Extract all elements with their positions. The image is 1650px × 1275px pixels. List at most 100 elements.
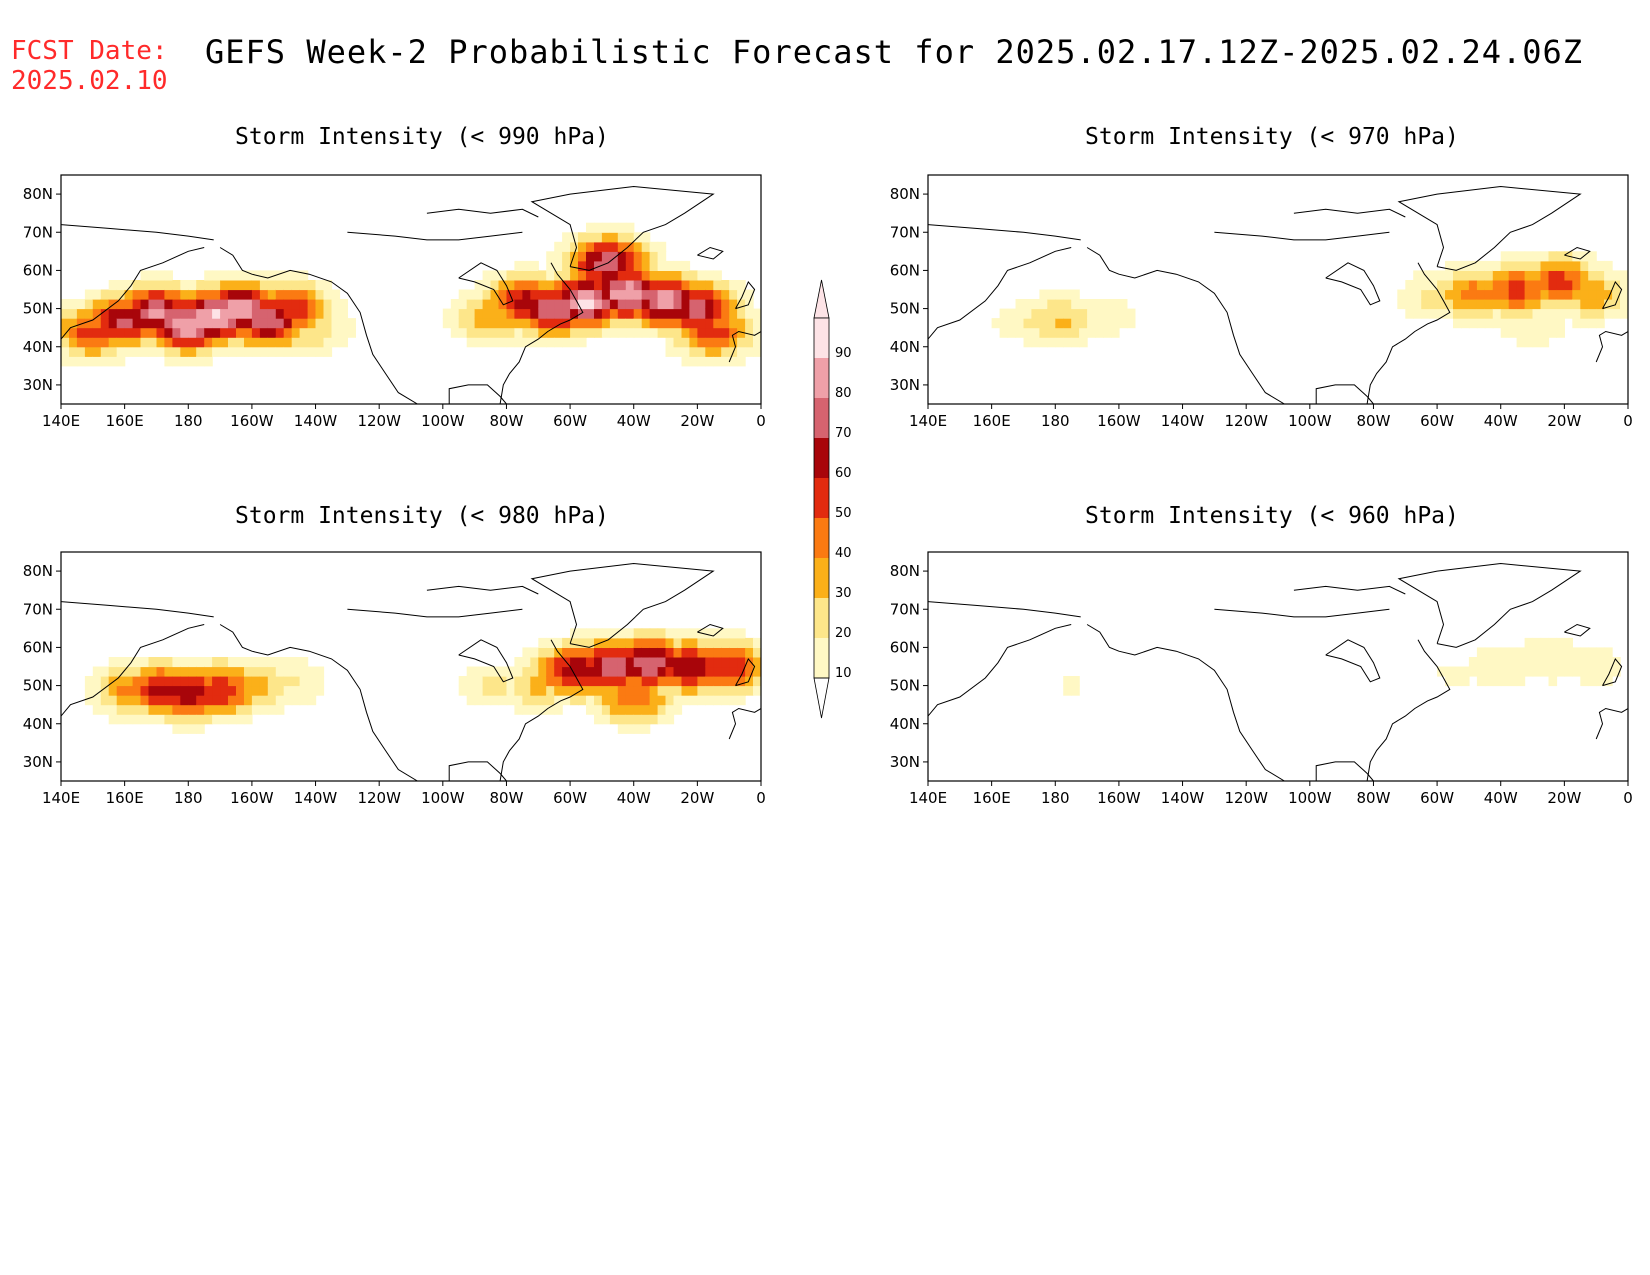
prob-cell — [586, 647, 595, 658]
probability-field — [928, 185, 1628, 404]
prob-cell — [641, 676, 651, 687]
prob-cell — [657, 289, 667, 300]
prob-cell — [1484, 308, 1494, 319]
prob-cell — [713, 637, 722, 648]
prob-cell — [617, 704, 627, 715]
prob-cell — [148, 704, 158, 715]
prob-cell — [251, 685, 261, 696]
prob-cell — [1023, 337, 1033, 348]
prob-cell — [601, 280, 611, 291]
prob-cell — [180, 299, 189, 310]
prob-cell — [673, 637, 683, 648]
prob-cell — [61, 318, 70, 329]
prob-cell — [1445, 308, 1454, 319]
prob-cell — [108, 666, 118, 677]
prob-cell — [1087, 318, 1096, 329]
prob-cell — [673, 676, 683, 687]
prob-cell — [148, 337, 158, 348]
prob-cell — [323, 308, 333, 319]
y-tick-label: 80N — [890, 185, 920, 203]
prob-cell — [291, 280, 301, 291]
prob-cell — [180, 318, 189, 329]
prob-cell — [1516, 280, 1526, 291]
coastline — [1397, 562, 1582, 648]
prob-cell — [116, 289, 126, 300]
prob-cell — [124, 299, 134, 310]
prob-cell — [164, 280, 173, 291]
prob-cell — [1484, 280, 1494, 291]
prob-cell — [61, 337, 70, 348]
prob-cell — [180, 657, 189, 668]
prob-cell — [609, 308, 619, 319]
prob-cell — [156, 318, 166, 329]
prob-cell — [601, 270, 611, 281]
panel-title-970: Storm Intensity (< 970 hPa) — [1085, 124, 1459, 150]
prob-cell — [1445, 299, 1454, 310]
prob-cell — [1468, 289, 1478, 300]
prob-cell — [1445, 289, 1454, 300]
prob-cell — [220, 657, 229, 668]
prob-cell — [164, 270, 173, 281]
prob-cell — [188, 356, 197, 367]
prob-cell — [1429, 270, 1438, 281]
prob-cell — [1421, 308, 1430, 319]
prob-cell — [1039, 308, 1048, 319]
prob-cell — [236, 270, 245, 281]
prob-cell — [1461, 676, 1470, 687]
prob-cell — [578, 299, 587, 310]
prob-cell — [1612, 280, 1621, 291]
prob-cell — [1476, 270, 1486, 281]
prob-cell — [259, 676, 269, 687]
prob-cell — [1548, 299, 1558, 310]
prob-cell — [522, 647, 531, 658]
coastline — [1366, 639, 1451, 781]
prob-cell — [705, 318, 714, 329]
x-tick-label: 40W — [617, 789, 651, 807]
prob-cell — [1500, 280, 1510, 291]
prob-cell — [172, 346, 181, 357]
prob-cell — [132, 657, 142, 668]
prob-cell — [522, 676, 531, 687]
prob-cell — [116, 337, 126, 348]
prob-cell — [1516, 251, 1526, 262]
prob-cell — [307, 346, 317, 357]
prob-cell — [1572, 251, 1581, 262]
prob-cell — [522, 280, 531, 291]
prob-cell — [498, 270, 508, 281]
prob-cell — [1580, 308, 1589, 319]
prob-cell — [69, 327, 78, 338]
prob-cell — [721, 637, 730, 648]
prob-cell — [1055, 299, 1064, 310]
prob-cell — [84, 685, 94, 696]
prob-cell — [291, 270, 301, 281]
prob-cell — [92, 299, 102, 310]
prob-cell — [1413, 308, 1422, 319]
prob-cell — [1079, 299, 1088, 310]
prob-cell — [228, 676, 237, 687]
prob-cell — [721, 318, 730, 329]
prob-cell — [753, 327, 761, 338]
prob-cell — [570, 308, 579, 319]
prob-cell — [323, 318, 333, 329]
prob-cell — [1532, 657, 1542, 668]
x-tick-label: 180 — [1041, 789, 1070, 807]
prob-cell — [1564, 270, 1573, 281]
prob-cell — [570, 251, 579, 262]
x-tick-label: 0 — [1623, 789, 1633, 807]
prob-cell — [1031, 318, 1040, 329]
prob-cell — [538, 299, 547, 310]
prob-cell — [681, 299, 691, 310]
prob-cell — [180, 676, 189, 687]
prob-cell — [625, 299, 635, 310]
prob-cell — [108, 337, 118, 348]
prob-cell — [586, 628, 595, 639]
y-tick-label: 40N — [890, 715, 920, 733]
prob-cell — [1508, 327, 1518, 338]
prob-cell — [1039, 299, 1048, 310]
prob-cell — [530, 318, 539, 329]
prob-cell — [1118, 308, 1128, 319]
prob-cell — [601, 714, 611, 725]
prob-cell — [506, 270, 516, 281]
prob-cell — [291, 346, 301, 357]
prob-cell — [1071, 676, 1080, 687]
